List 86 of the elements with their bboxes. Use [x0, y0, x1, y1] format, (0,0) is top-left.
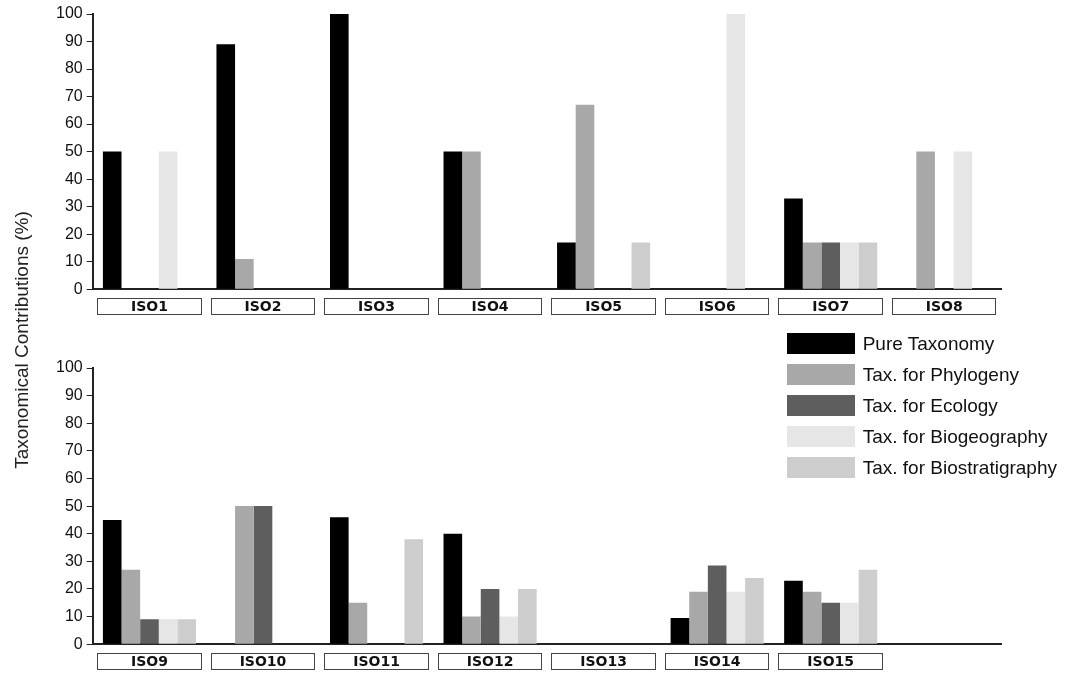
bar	[404, 539, 424, 644]
bar	[480, 588, 500, 644]
x-tick-label: ISO6	[698, 298, 736, 315]
bar	[802, 242, 822, 289]
bar	[726, 14, 746, 289]
y-tick-label: 40	[64, 169, 83, 187]
y-tick-label: 70	[64, 86, 83, 104]
x-tick-label: ISO2	[244, 298, 282, 315]
x-tick-label: ISO1	[131, 298, 168, 315]
bar	[689, 591, 708, 644]
bar	[443, 151, 463, 289]
bar	[707, 565, 727, 644]
bar	[462, 151, 481, 289]
bar	[745, 577, 764, 644]
legend-label: Tax. for Biostratigraphy	[862, 456, 1057, 480]
bar	[840, 602, 859, 644]
x-tick-label: ISO10	[239, 653, 287, 670]
bar	[821, 602, 840, 644]
bar	[235, 506, 254, 644]
y-tick-label: 40	[64, 524, 83, 542]
y-tick-label: 30	[64, 551, 83, 569]
bar	[916, 151, 935, 289]
y-tick-label: 30	[64, 197, 83, 215]
x-tick-label: ISO12	[466, 653, 514, 670]
x-tick-label: ISO11	[353, 653, 400, 670]
bar	[726, 591, 746, 644]
legend-label: Tax. for Phylogeny	[862, 363, 1019, 387]
y-axis-title: Taxonomical Contributions (%)	[11, 211, 33, 469]
bar	[821, 242, 840, 289]
bar	[557, 242, 576, 289]
bar	[121, 569, 141, 644]
x-tick-label: ISO14	[693, 653, 741, 670]
bar	[158, 151, 178, 289]
x-tick-label: ISO8	[925, 298, 963, 315]
bar	[158, 619, 178, 644]
y-tick-label: 80	[64, 413, 83, 431]
bar	[670, 617, 690, 644]
legend-label: Tax. for Ecology	[862, 394, 998, 418]
y-tick-label: 70	[64, 441, 83, 459]
bar	[858, 569, 878, 644]
bar	[348, 602, 368, 644]
x-tick-label: ISO13	[580, 653, 627, 670]
bar	[518, 588, 537, 644]
bar	[858, 242, 878, 289]
y-tick-label: 50	[64, 496, 83, 514]
bar	[462, 616, 481, 644]
bar	[140, 619, 159, 644]
y-tick-label: 90	[64, 31, 83, 49]
bar	[784, 198, 803, 289]
y-tick-label: 90	[64, 386, 83, 404]
x-tick-label: ISO5	[585, 298, 623, 315]
bar	[443, 533, 463, 644]
bar	[953, 151, 973, 289]
y-tick-label: 60	[64, 468, 83, 486]
y-tick-label: 10	[64, 252, 83, 270]
y-tick-label: 20	[64, 579, 83, 597]
bar	[253, 506, 273, 644]
x-tick-label: ISO9	[131, 653, 168, 670]
y-tick-label: 10	[64, 606, 83, 624]
bar	[329, 14, 349, 289]
y-tick-label: 100	[55, 358, 83, 376]
y-tick-label: 100	[55, 4, 83, 22]
x-tick-label: ISO15	[807, 653, 855, 670]
legend-label: Pure Taxonomy	[862, 332, 995, 356]
bar	[177, 619, 197, 644]
legend-label: Tax. for Biogeography	[862, 425, 1048, 449]
bar	[840, 242, 859, 289]
y-tick-label: 60	[64, 114, 83, 132]
bar	[802, 591, 822, 644]
bar	[784, 580, 803, 644]
y-tick-label: 50	[64, 142, 83, 160]
x-tick-label: ISO7	[812, 298, 850, 315]
bar	[329, 517, 349, 644]
x-tick-label: ISO4	[471, 298, 509, 315]
x-tick-label: ISO3	[358, 298, 396, 315]
bar	[102, 519, 122, 644]
bar	[102, 151, 122, 289]
y-tick-label: 0	[73, 279, 83, 297]
bar	[499, 616, 519, 644]
bar	[235, 258, 254, 289]
y-tick-label: 80	[64, 59, 83, 77]
bar	[216, 44, 236, 289]
y-tick-label: 20	[64, 224, 83, 242]
bar	[575, 104, 595, 289]
bar	[631, 242, 651, 289]
y-tick-label: 0	[73, 634, 83, 652]
